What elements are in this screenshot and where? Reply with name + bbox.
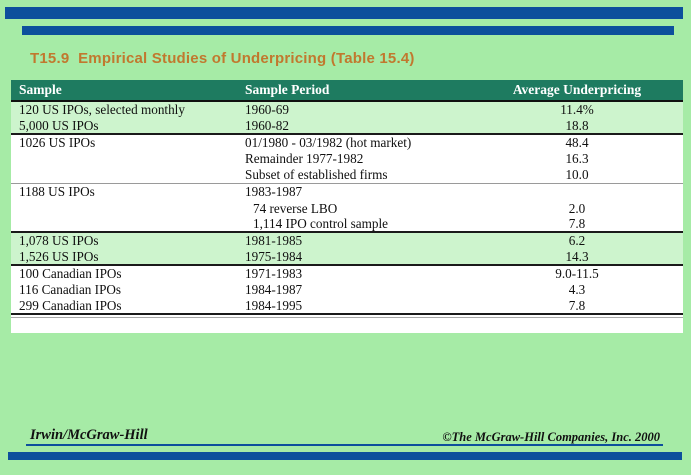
- cell-average-underpricing: 6.2: [568, 233, 586, 249]
- top-accent-bar-primary: [5, 7, 683, 19]
- footer-copyright-text: ©The McGraw-Hill Companies, Inc. 2000: [442, 430, 660, 444]
- footer-underline-rule: [26, 444, 663, 446]
- cell-sample: 1,526 US IPOs: [19, 248, 99, 264]
- column-header-sample-period: Sample Period: [245, 82, 330, 97]
- cell-sample-period: 1975-1984: [245, 248, 303, 264]
- cell-sample: 299 Canadian IPOs: [19, 297, 122, 313]
- table-row: 1,078 US IPOs 1981-1985 6.2: [11, 233, 683, 250]
- cell-average-underpricing: 16.3: [565, 151, 589, 167]
- cell-sample-period: 74 reverse LBO: [253, 200, 338, 216]
- cell-sample-period: 1960-69: [245, 102, 289, 118]
- table-row: 116 Canadian IPOs 1984-1987 4.3: [11, 282, 683, 299]
- cell-sample: 1,078 US IPOs: [19, 233, 99, 249]
- table-row: Subset of established firms 10.0: [11, 167, 683, 184]
- table-row: 5,000 US IPOs 1960-82 18.8: [11, 117, 683, 135]
- cell-sample: 1026 US IPOs: [19, 134, 96, 150]
- table-row: 100 Canadian IPOs 1971-1983 9.0-11.5: [11, 265, 683, 283]
- table-bottom-rule: [11, 317, 683, 319]
- cell-sample: 116 Canadian IPOs: [19, 282, 122, 298]
- cell-sample-period: 1983-1987: [245, 184, 303, 200]
- cell-average-underpricing: 48.4: [565, 134, 589, 150]
- cell-sample-period: 1,114 IPO control sample: [253, 215, 389, 231]
- slide-title: T15.9 Empirical Studies of Underpricing …: [30, 50, 415, 67]
- column-header-average-underpricing: Average Underpricing: [512, 82, 642, 97]
- table-row: 74 reverse LBO 2.0: [11, 200, 683, 217]
- table-row: 1026 US IPOs 01/1980 - 03/1982 (hot marke…: [11, 134, 683, 152]
- cell-sample-period: 1971-1983: [245, 266, 303, 282]
- column-header-sample: Sample: [19, 82, 62, 97]
- cell-sample: 100 Canadian IPOs: [19, 266, 122, 282]
- table-body: 120 US IPOs, selected monthly 1960-69 11.4…: [11, 102, 683, 316]
- cell-average-underpricing: 9.0-11.5: [555, 266, 599, 282]
- cell-sample-period: 1984-1995: [245, 297, 303, 313]
- top-accent-bar-secondary: [22, 26, 674, 35]
- cell-average-underpricing: 4.3: [568, 282, 586, 298]
- cell-sample-period: 01/1980 - 03/1982 (hot market): [245, 134, 412, 150]
- cell-average-underpricing: 14.3: [565, 248, 589, 264]
- cell-sample: 120 US IPOs, selected monthly: [19, 102, 185, 118]
- cell-sample-period: 1984-1987: [245, 282, 303, 298]
- cell-sample-period: Subset of established firms: [245, 167, 388, 183]
- cell-average-underpricing: 7.8: [568, 297, 586, 313]
- table-header-row: Sample Sample Period Average Underpricin…: [11, 80, 683, 102]
- cell-average-underpricing: 2.0: [568, 200, 586, 216]
- cell-average-underpricing: 7.8: [568, 215, 586, 231]
- table-row: 1,114 IPO control sample 7.8: [11, 215, 683, 234]
- cell-sample-period: 1960-82: [245, 117, 289, 133]
- cell-sample: 5,000 US IPOs: [19, 117, 99, 133]
- cell-sample: 1188 US IPOs: [19, 184, 95, 200]
- cell-sample-period: Remainder 1977-1982: [245, 151, 364, 167]
- table-row: 1188 US IPOs 1983-1987: [11, 183, 683, 201]
- bottom-accent-bar: [8, 452, 682, 460]
- cell-average-underpricing: 10.0: [565, 167, 589, 183]
- table-row: 1,526 US IPOs 1975-1984 14.3: [11, 248, 683, 266]
- cell-average-underpricing: 18.8: [565, 117, 589, 133]
- footer-brand-text: Irwin/McGraw-Hill: [30, 427, 148, 443]
- cell-sample-period: 1981-1985: [245, 233, 303, 249]
- table-row: 120 US IPOs, selected monthly 1960-69 11.4…: [11, 102, 683, 119]
- cell-average-underpricing: 11.4%: [560, 102, 594, 118]
- underpricing-table: Sample Sample Period Average Underpricin…: [11, 80, 683, 333]
- table-row: Remainder 1977-1982 16.3: [11, 151, 683, 168]
- table-row: 299 Canadian IPOs 1984-1995 7.8: [11, 297, 683, 316]
